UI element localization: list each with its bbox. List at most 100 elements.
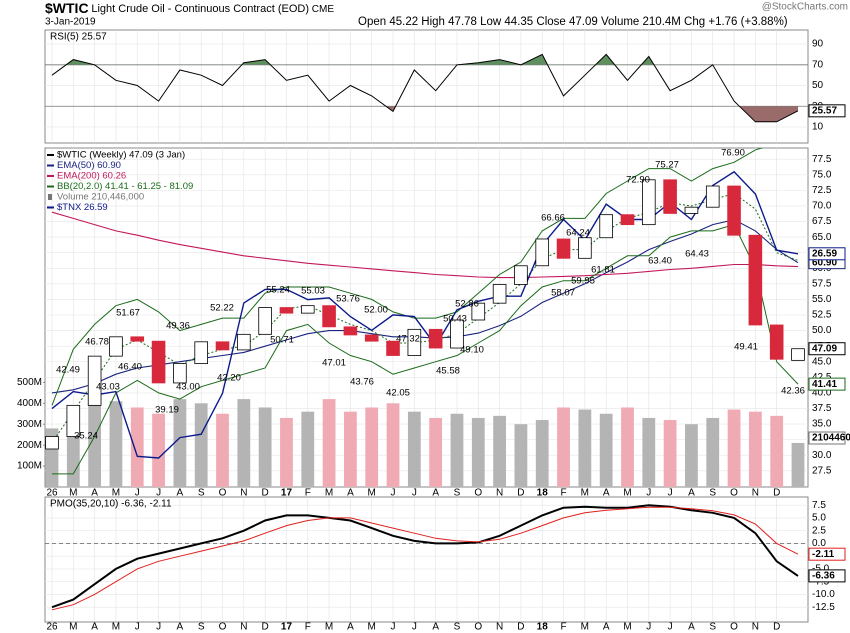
candle [471,302,486,321]
y-tick-label: 77.5 [812,154,832,165]
x-tick-label: A [432,488,439,499]
x-tick-label: A [91,488,98,499]
volume-bar [429,417,443,487]
x-tick-label: N [752,622,759,633]
price-annotation: 39.19 [155,405,179,416]
price-annotation: 43.00 [176,382,200,393]
price-annotation: 55.03 [301,286,325,297]
x-tick-label: J [412,622,417,633]
candle [66,404,81,437]
last-value-label: 41.41 [812,379,837,390]
candle [727,185,741,236]
x-tick-label: O [219,622,227,633]
volume-tick-label: 200M [17,440,42,451]
x-tick-label: J [412,488,417,499]
price-annotation: 52.00 [364,305,388,316]
panel-title: RSI(5) 25.57 [50,32,107,43]
candle [492,284,507,304]
volume-bar [258,407,272,487]
overlay-line [51,211,799,279]
x-tick-label: M [112,488,120,499]
x-tick-label: J [646,488,651,499]
volume-bar [642,417,656,487]
volume-bar [301,411,315,487]
candle [684,206,699,214]
pmo-panel [44,496,809,623]
candle [578,237,592,259]
legend-swatch [48,194,52,200]
bollinger-lower [52,224,799,475]
price-annotation: 42.20 [217,373,241,384]
volume-bar [663,420,677,487]
price-annotation: 45.58 [436,366,460,377]
price-annotation: 72.90 [626,175,650,186]
last-value-label: 25.57 [812,105,837,116]
price-annotation: 50.43 [443,314,467,325]
x-tick-label: J [156,622,161,633]
x-tick-label: F [560,488,566,499]
volume-bar [599,413,613,487]
price-annotation: 46.78 [85,337,109,348]
x-tick-label: A [91,622,98,633]
instrument-name: Light Crude Oil - Continuous Contract (E… [91,3,309,15]
volume-tick-label: 500M [17,377,42,388]
candle [237,333,251,351]
last-value-box [808,247,846,261]
x-tick-label: 18 [537,622,549,633]
volume-bar [344,411,357,487]
x-tick-label: O [474,488,482,499]
x-tick-label: O [730,622,738,633]
x-tick-label: A [603,488,610,499]
x-tick-label: A [603,622,610,633]
x-tick-label: F [305,488,311,499]
x-tick-label: M [581,488,589,499]
volume-bar [770,415,784,487]
last-value-box [808,104,846,118]
x-tick-label: 17 [281,488,293,499]
candle [386,340,400,356]
bollinger-upper [51,148,764,406]
y-tick-label: 70 [812,59,824,70]
x-tick-label: D [517,622,524,633]
volume-bar [88,405,102,487]
candle [514,265,528,285]
y-tick-label: 55.0 [812,294,832,305]
price-annotation: 58.07 [551,288,575,299]
price-annotation: 49.10 [460,345,484,356]
chart-header: $WTIC Light Crude Oil - Continuous Contr… [45,0,334,16]
y-tick-label: 27.5 [812,465,832,476]
y-tick-label: 2.5 [812,525,826,536]
panel-title: PMO(35,20,10) -6.36, -2.11 [50,499,172,510]
legend-label: EMA(200) 60.26 [57,171,126,182]
legend-label: EMA(50) 60.90 [57,160,121,171]
y-tick-label: -10.0 [812,589,835,600]
last-value-label: 2104460 [812,433,850,444]
candle [322,305,336,328]
candle [642,179,656,226]
x-tick-label: M [623,488,631,499]
x-tick-label: J [135,488,140,499]
price-annotation: 43.03 [96,382,120,393]
indicator-line [51,53,799,123]
x-tick-label: J [668,622,673,633]
overlay-line [51,219,799,394]
x-tick-label: F [305,622,311,633]
plot-area [45,53,808,123]
x-tick-label: F [560,622,566,633]
price-annotation: 42.49 [56,365,80,376]
x-tick-label: M [581,622,589,633]
exchange: CME [312,4,335,15]
y-tick-label: 5.0 [812,513,826,524]
last-value-label: -6.36 [812,571,835,582]
price-annotation: 49.36 [166,321,190,332]
x-tick-label: 26 [46,622,58,633]
x-tick-label: N [496,622,503,633]
volume-bar [194,403,208,487]
price-annotation: 61.81 [591,265,615,276]
x-tick-label: M [623,622,631,633]
volume-bar [365,407,379,487]
price-panel [44,147,809,488]
candle [599,214,613,239]
y-tick-label: 50.0 [812,325,832,336]
y-tick-label: 10 [812,122,824,133]
